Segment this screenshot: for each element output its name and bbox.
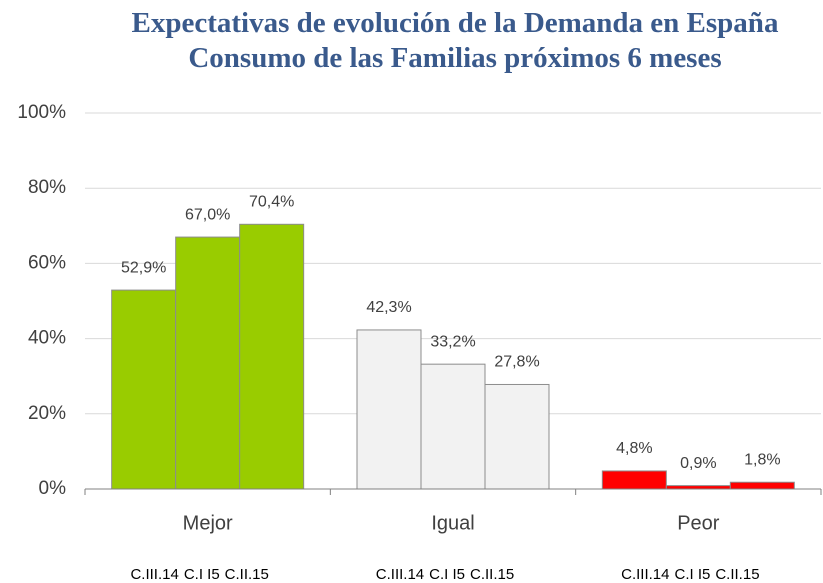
- series-label: C.II.15: [470, 566, 514, 583]
- bar: [239, 223, 305, 490]
- series-labels: C.III.14 C.I I5 C.II.15: [621, 566, 759, 583]
- x-tick-label: Peor: [677, 512, 720, 534]
- bar: [665, 485, 731, 490]
- bar: [356, 329, 422, 490]
- data-label: 4,8%: [616, 440, 652, 457]
- y-tick-label: 0%: [39, 478, 67, 499]
- series-label: C.I I5: [429, 566, 465, 583]
- data-label: 0,9%: [680, 455, 716, 472]
- bar: [601, 470, 667, 490]
- data-label: 70,4%: [249, 194, 294, 211]
- bar: [484, 383, 550, 490]
- y-tick-label: 80%: [28, 177, 66, 198]
- data-label: 1,8%: [744, 451, 780, 468]
- data-label: 67,0%: [185, 206, 230, 223]
- y-tick-label: 40%: [28, 328, 66, 349]
- y-tick-label: 20%: [28, 403, 66, 424]
- series-labels: C.III.14 C.I I5 C.II.15: [376, 566, 514, 583]
- series-label: C.I I5: [184, 566, 220, 583]
- x-tick-label: Mejor: [183, 512, 233, 534]
- y-tick-label: 100%: [17, 102, 66, 123]
- series-label: C.II.15: [225, 566, 269, 583]
- series-label: C.III.14: [621, 566, 669, 583]
- data-label: 42,3%: [366, 299, 411, 316]
- bar: [420, 363, 486, 490]
- series-label: C.III.14: [376, 566, 424, 583]
- data-label: 27,8%: [494, 354, 539, 371]
- series-labels: C.III.14 C.I I5 C.II.15: [130, 566, 268, 583]
- series-label: C.III.14: [130, 566, 178, 583]
- bar: [111, 289, 177, 490]
- series-label: C.I I5: [674, 566, 710, 583]
- bar: [175, 236, 241, 490]
- data-label: 33,2%: [430, 333, 475, 350]
- chart-title: Expectativas de evolución de la Demanda …: [131, 7, 779, 74]
- y-tick-label: 60%: [28, 252, 66, 273]
- data-label: 52,9%: [121, 259, 166, 276]
- x-tick-label: Igual: [431, 512, 474, 534]
- series-label: C.II.15: [715, 566, 759, 583]
- bar: [729, 481, 795, 490]
